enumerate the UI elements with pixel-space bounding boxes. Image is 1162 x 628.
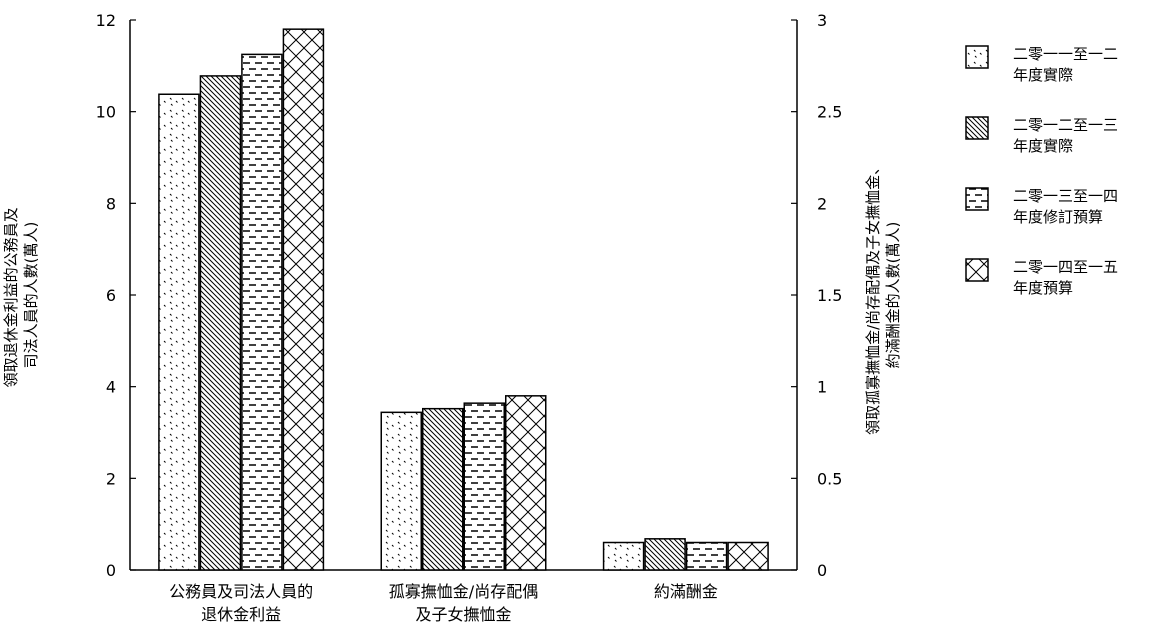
legend-label-line: 年度預算: [1013, 279, 1073, 297]
legend-label-line: 二零一三至一四: [1013, 187, 1118, 205]
category-label-line: 退休金利益: [201, 605, 281, 624]
legend-label-line: 二零一二至一三: [1013, 116, 1118, 134]
legend-label-line: 年度修訂預算: [1013, 208, 1103, 226]
legend-swatch-dashes: [965, 187, 989, 211]
bar-crosshatch: [505, 395, 547, 571]
legend-swatch-dots: [965, 45, 989, 69]
legend-label-line: 年度實際: [1013, 66, 1073, 84]
right-axis-tick-label: 2: [817, 194, 827, 213]
right-axis-title-line-2: 約滿酬金的人數(萬人): [884, 222, 902, 369]
left-axis-title-line-1: 領取退休金利益的公務員及: [2, 207, 20, 387]
category-label-line: 孤寡撫恤金/尚存配偶: [389, 582, 538, 601]
left-axis-title-line-2: 司法人員的人數(萬人): [22, 222, 40, 369]
category-label: 公務員及司法人員的退休金利益: [169, 582, 313, 624]
left-axis-title: 領取退休金利益的公務員及 司法人員的人數(萬人): [2, 203, 40, 388]
category-labels: 公務員及司法人員的退休金利益 孤寡撫恤金/尚存配偶及子女撫恤金 約滿酬金: [169, 582, 718, 624]
left-axis-ticks: 0 2 4 6 8 10 12: [96, 11, 136, 580]
category-label-line: 及子女撫恤金: [415, 605, 511, 624]
bar-dots: [380, 411, 422, 571]
right-axis-title: 領取孤寡撫恤金/尚存配偶及子女撫恤金、 約滿酬金的人數(萬人): [864, 155, 902, 435]
category-label-line: 約滿酬金: [654, 582, 718, 601]
bar-diagonal: [644, 538, 686, 571]
bar-dashes: [685, 541, 728, 571]
bar-dots: [602, 541, 645, 571]
right-axis-tick-label: 3: [817, 11, 827, 30]
right-axis-tick-label: 1: [817, 378, 827, 397]
bar-crosshatch: [727, 541, 769, 571]
bar-diagonal: [199, 75, 242, 571]
legend-swatch-crosshatch: [965, 258, 989, 282]
legend-label: 二零一一至一二年度實際: [1013, 45, 1118, 84]
left-axis-tick-label: 6: [106, 286, 116, 305]
right-axis-tick-label: 0.5: [817, 469, 842, 488]
legend-label-line: 年度實際: [1013, 137, 1073, 155]
right-axis-tick-label: 2.5: [817, 103, 842, 122]
bars: [158, 28, 769, 571]
right-axis-tick-label: 1.5: [817, 286, 842, 305]
bar-dashes: [463, 402, 505, 571]
legend-swatch-diagonal: [965, 116, 989, 140]
legend: 二零一一至一二年度實際二零一二至一三年度實際二零一三至一四年度修訂預算二零一四至…: [965, 45, 1118, 297]
right-axis-title-line-1: 領取孤寡撫恤金/尚存配偶及子女撫恤金、: [864, 160, 882, 435]
bar-dots: [158, 93, 200, 571]
legend-label: 二零一三至一四年度修訂預算: [1013, 187, 1118, 226]
bar-dashes: [241, 53, 283, 571]
left-axis-tick-label: 2: [106, 469, 116, 488]
category-label-line: 公務員及司法人員的: [169, 582, 313, 601]
left-axis-tick-label: 8: [106, 194, 116, 213]
bar-crosshatch: [282, 28, 325, 571]
left-axis-tick-label: 0: [106, 561, 116, 580]
right-axis-ticks: 0 0.5 1 1.5 2 2.5 3: [791, 11, 842, 580]
right-axis-tick-label: 0: [817, 561, 827, 580]
left-axis-tick-label: 10: [96, 103, 116, 122]
legend-label: 二零一二至一三年度實際: [1013, 116, 1118, 155]
category-label: 約滿酬金: [654, 582, 718, 601]
left-axis-tick-label: 4: [106, 378, 116, 397]
legend-label: 二零一四至一五年度預算: [1013, 258, 1118, 297]
category-label: 孤寡撫恤金/尚存配偶及子女撫恤金: [389, 582, 538, 624]
bar-diagonal: [422, 407, 464, 571]
legend-label-line: 二零一四至一五: [1013, 258, 1118, 276]
left-axis-tick-label: 12: [96, 11, 116, 30]
legend-label-line: 二零一一至一二: [1013, 45, 1118, 63]
